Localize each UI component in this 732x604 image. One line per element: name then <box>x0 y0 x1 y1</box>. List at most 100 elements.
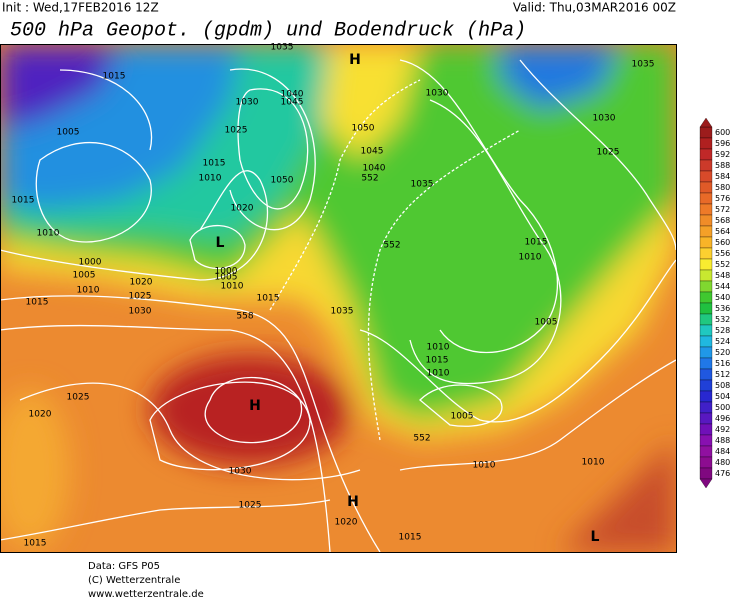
colorbar-tick-label: 524 <box>715 337 730 346</box>
colorbar-cell <box>699 302 713 315</box>
isobar-label: 1020 <box>231 204 254 214</box>
isobar-label: 1010 <box>473 461 496 471</box>
colorbar-tick-label: 568 <box>715 216 730 225</box>
isobar-label: 1030 <box>593 114 616 124</box>
colorbar-tick-label: 548 <box>715 271 730 280</box>
colorbar-tick-label: 592 <box>715 150 730 159</box>
colorbar-cell <box>699 357 713 370</box>
pressure-center: H <box>349 52 361 68</box>
isobar-label: 1045 <box>361 147 384 157</box>
geopotential-contours <box>269 79 521 441</box>
colorbar-cell <box>699 126 713 139</box>
colorbar-tick-label: 508 <box>715 381 730 390</box>
map-area <box>0 44 676 552</box>
init-label: Init : Wed,17FEB2016 12Z <box>2 1 159 15</box>
colorbar-tick-label: 504 <box>715 392 730 401</box>
isobar-label: 1030 <box>129 307 152 317</box>
isobar-label: 1015 <box>426 356 449 366</box>
colorbar-cell <box>699 390 713 403</box>
geopotential-label: 552 <box>383 241 400 251</box>
isobar-label: 1025 <box>597 148 620 158</box>
isobar-label: 1005 <box>57 128 80 138</box>
colorbar-cell <box>699 159 713 172</box>
colorbar-cell <box>699 379 713 392</box>
colorbar-tick-label: 544 <box>715 282 730 291</box>
isobar-label: 1020 <box>130 278 153 288</box>
colorbar-tick-label: 552 <box>715 260 730 269</box>
geopotential-label: 552 <box>413 434 430 444</box>
isobar-label: 1000 <box>79 258 102 268</box>
isobar-label: 1005 <box>73 271 96 281</box>
colorbar-top-arrow <box>699 117 713 128</box>
pressure-center: L <box>216 235 225 251</box>
colorbar-tick-label: 512 <box>715 370 730 379</box>
colorbar-cell <box>699 247 713 260</box>
isobar-label: 1015 <box>24 539 47 549</box>
isobar-label: 1005 <box>451 412 474 422</box>
colorbar-cell <box>699 280 713 293</box>
colorbar-cell <box>699 192 713 205</box>
colorbar-cell <box>699 203 713 216</box>
colorbar-tick-label: 480 <box>715 458 730 467</box>
isobar-label: 1010 <box>427 343 450 353</box>
colorbar-cell <box>699 423 713 436</box>
isobar-label: 1050 <box>271 176 294 186</box>
isobar-label: 1010 <box>519 253 542 263</box>
isobar-label: 1025 <box>67 393 90 403</box>
colorbar-cell <box>699 456 713 469</box>
isobar-label: 1015 <box>103 72 126 82</box>
colorbar-tick-label: 584 <box>715 172 730 181</box>
pressure-center: L <box>591 529 600 545</box>
colorbar-tick-label: 496 <box>715 414 730 423</box>
isobars <box>0 59 676 552</box>
colorbar-tick-label: 596 <box>715 139 730 148</box>
colorbar-tick-label: 492 <box>715 425 730 434</box>
isobar-label: 1045 <box>281 98 304 108</box>
isobar-label: 1035 <box>331 307 354 317</box>
colorbar-cell <box>699 445 713 458</box>
colorbar-cell <box>699 137 713 150</box>
colorbar-tick-label: 576 <box>715 194 730 203</box>
colorbar-tick-label: 500 <box>715 403 730 412</box>
geopotential-label: 558 <box>236 312 253 322</box>
colorbar-tick-label: 488 <box>715 436 730 445</box>
isobar-label: 1005 <box>535 318 558 328</box>
colorbar-tick-label: 540 <box>715 293 730 302</box>
colorbar-cell <box>699 170 713 183</box>
colorbar-cell <box>699 291 713 304</box>
colorbar-tick-label: 516 <box>715 359 730 368</box>
colorbar-tick-label: 572 <box>715 205 730 214</box>
isobar-label: 1015 <box>257 294 280 304</box>
colorbar-tick-label: 580 <box>715 183 730 192</box>
colorbar-tick-label: 600 <box>715 128 730 137</box>
colorbar-cell <box>699 368 713 381</box>
colorbar-tick-label: 532 <box>715 315 730 324</box>
colorbar-cell <box>699 412 713 425</box>
colorbar-cell <box>699 214 713 227</box>
colorbar-tick-label: 484 <box>715 447 730 456</box>
colorbar-cell <box>699 324 713 337</box>
colorbar-cell <box>699 434 713 447</box>
isobar-label: 1025 <box>239 501 262 511</box>
isobar-label: 1040 <box>363 164 386 174</box>
isobar-label: 1030 <box>229 467 252 477</box>
isobar-label: 1020 <box>335 518 358 528</box>
colorbar-tick-label: 536 <box>715 304 730 313</box>
footer-data: Data: GFS P05 <box>88 561 160 572</box>
colorbar-cell <box>699 236 713 249</box>
colorbar-cell <box>699 467 713 480</box>
footer-copyright: (C) Wetterzentrale <box>88 575 180 586</box>
isobar-label: 1010 <box>37 229 60 239</box>
isobar-label: 1020 <box>29 410 52 420</box>
colorbar-cell <box>699 258 713 271</box>
colorbar-cell <box>699 313 713 326</box>
isobar-label: 1015 <box>525 238 548 248</box>
colorbar-cell <box>699 401 713 414</box>
isobar-label: 1010 <box>427 369 450 379</box>
isobar-label: 1040 <box>281 90 304 100</box>
colorbar-tick-label: 476 <box>715 469 730 478</box>
colorbar-tick-label: 520 <box>715 348 730 357</box>
isobar-label: 1015 <box>399 533 422 543</box>
isobar-label: 1005 <box>215 273 238 283</box>
